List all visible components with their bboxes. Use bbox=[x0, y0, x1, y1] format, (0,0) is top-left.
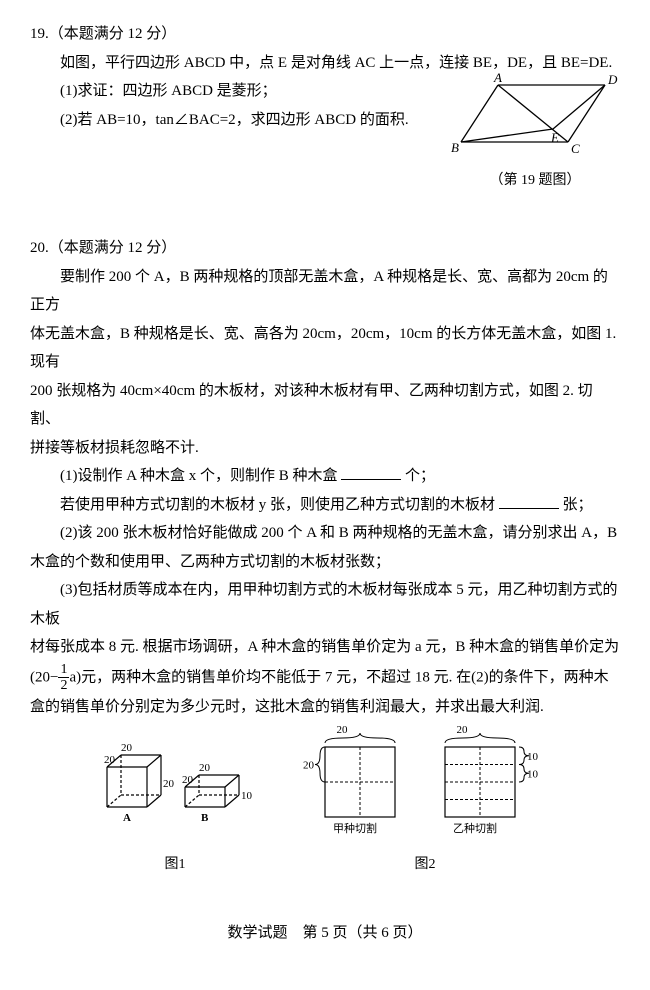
q20-l3b: 木盒的个数和使用甲、乙两种方式切割的木板材张数； bbox=[30, 548, 620, 577]
q20-p1d: 拼接等板材损耗忽略不计. bbox=[30, 434, 620, 463]
blank-2 bbox=[499, 493, 559, 509]
q20-figures: 20 20 20 A 20 20 10 B 图1 20 20 甲种切割 20 10 10 乙种切割 图2 bbox=[30, 732, 620, 879]
svg-text:10: 10 bbox=[527, 768, 539, 780]
q20-l2a: 若使用甲种方式切割的木板材 y 张，则使用乙种方式切割的木板材 bbox=[60, 497, 495, 513]
fig1: 20 20 20 A 20 20 10 B 图1 bbox=[95, 732, 255, 879]
q19-l1: 如图，平行四边形 ABCD 中，点 E 是对角线 AC 上一点，连接 BE，DE… bbox=[30, 49, 620, 78]
q19-head: 19.（本题满分 12 分） bbox=[30, 20, 620, 49]
q20-l1a: (1)设制作 A 种木盒 x 个，则制作 B 种木盒 bbox=[60, 468, 338, 484]
svg-text:20: 20 bbox=[199, 762, 211, 774]
q20-l4a: (3)包括材质等成本在内，用甲种切割方式的木板材每张成本 5 元，用乙种切割方式… bbox=[30, 576, 620, 633]
svg-text:A: A bbox=[123, 812, 131, 824]
svg-text:20: 20 bbox=[337, 724, 349, 736]
q19-caption: （第 19 题图） bbox=[450, 168, 620, 195]
q20-p1a: 要制作 200 个 A，B 两种规格的顶部无盖木盒，A 种规格是长、宽、高都为 … bbox=[30, 263, 620, 320]
q20-p1b: 体无盖木盒，B 种规格是长、宽、高各为 20cm，20cm，10cm 的长方体无… bbox=[30, 320, 620, 377]
q20-sub1b: 若使用甲种方式切割的木板材 y 张，则使用乙种方式切割的木板材 张； bbox=[30, 491, 620, 520]
svg-text:20: 20 bbox=[457, 724, 469, 736]
svg-text:20: 20 bbox=[163, 778, 175, 790]
q20-l5a-post: a)元，两种木盒的销售单价均不能低于 7 元，不超过 18 元. 在(2)的条件… bbox=[69, 669, 608, 685]
svg-text:20: 20 bbox=[121, 742, 133, 754]
svg-text:10: 10 bbox=[241, 790, 253, 802]
q20-para: 要制作 200 个 A，B 两种规格的顶部无盖木盒，A 种规格是长、宽、高都为 … bbox=[30, 263, 620, 463]
q20-l1b: 个； bbox=[405, 468, 435, 484]
problem-19: 19.（本题满分 12 分） 如图，平行四边形 ABCD 中，点 E 是对角线 … bbox=[30, 20, 620, 194]
q20-head: 20.（本题满分 12 分） bbox=[30, 234, 620, 263]
svg-text:E: E bbox=[550, 130, 559, 145]
problem-20: 20.（本题满分 12 分） 要制作 200 个 A，B 两种规格的顶部无盖木盒… bbox=[30, 234, 620, 879]
page-footer: 数学试题 第 5 页（共 6 页） bbox=[30, 919, 620, 948]
q20-l5: (20−12a)元，两种木盒的销售单价均不能低于 7 元，不超过 18 元. 在… bbox=[30, 662, 620, 694]
svg-text:20: 20 bbox=[104, 754, 116, 766]
q20-l3a: (2)该 200 张木板材恰好能做成 200 个 A 和 B 两种规格的无盖木盒… bbox=[30, 519, 620, 548]
fig1-caption: 图1 bbox=[95, 852, 255, 879]
svg-text:B: B bbox=[451, 140, 459, 155]
svg-text:10: 10 bbox=[527, 751, 539, 763]
svg-text:乙种切割: 乙种切割 bbox=[453, 821, 497, 835]
svg-text:20: 20 bbox=[303, 759, 315, 771]
fraction-half: 12 bbox=[58, 662, 69, 694]
q20-l2b: 张； bbox=[563, 497, 593, 513]
q20-sub1: (1)设制作 A 种木盒 x 个，则制作 B 种木盒 个； bbox=[30, 462, 620, 491]
svg-text:B: B bbox=[201, 812, 209, 824]
q20-l5b: 盒的销售单价分别定为多少元时，这批木盒的销售利润最大，并求出最大利润. bbox=[30, 693, 620, 722]
fig1-svg: 20 20 20 A 20 20 10 B bbox=[95, 732, 255, 842]
q20-l4b: 材每张成本 8 元. 根据市场调研，A 种木盒的销售单价定为 a 元，B 种木盒… bbox=[30, 633, 620, 662]
blank-1 bbox=[341, 464, 401, 480]
q20-l5a-pre: (20− bbox=[30, 669, 58, 685]
svg-text:C: C bbox=[571, 141, 580, 156]
fig2-caption: 图2 bbox=[295, 852, 555, 879]
fig2-svg: 2020甲种切割201010乙种切割 bbox=[295, 732, 555, 842]
q19-svg: ADBCE bbox=[453, 77, 618, 157]
q20-p1c: 200 张规格为 40cm×40cm 的木板材，对该种木板材有甲、乙两种切割方式… bbox=[30, 377, 620, 434]
fig2: 2020甲种切割201010乙种切割 图2 bbox=[295, 732, 555, 879]
svg-text:20: 20 bbox=[182, 774, 194, 786]
q19-figure: ADBCE （第 19 题图） bbox=[450, 77, 620, 194]
svg-text:甲种切割: 甲种切割 bbox=[333, 821, 377, 835]
